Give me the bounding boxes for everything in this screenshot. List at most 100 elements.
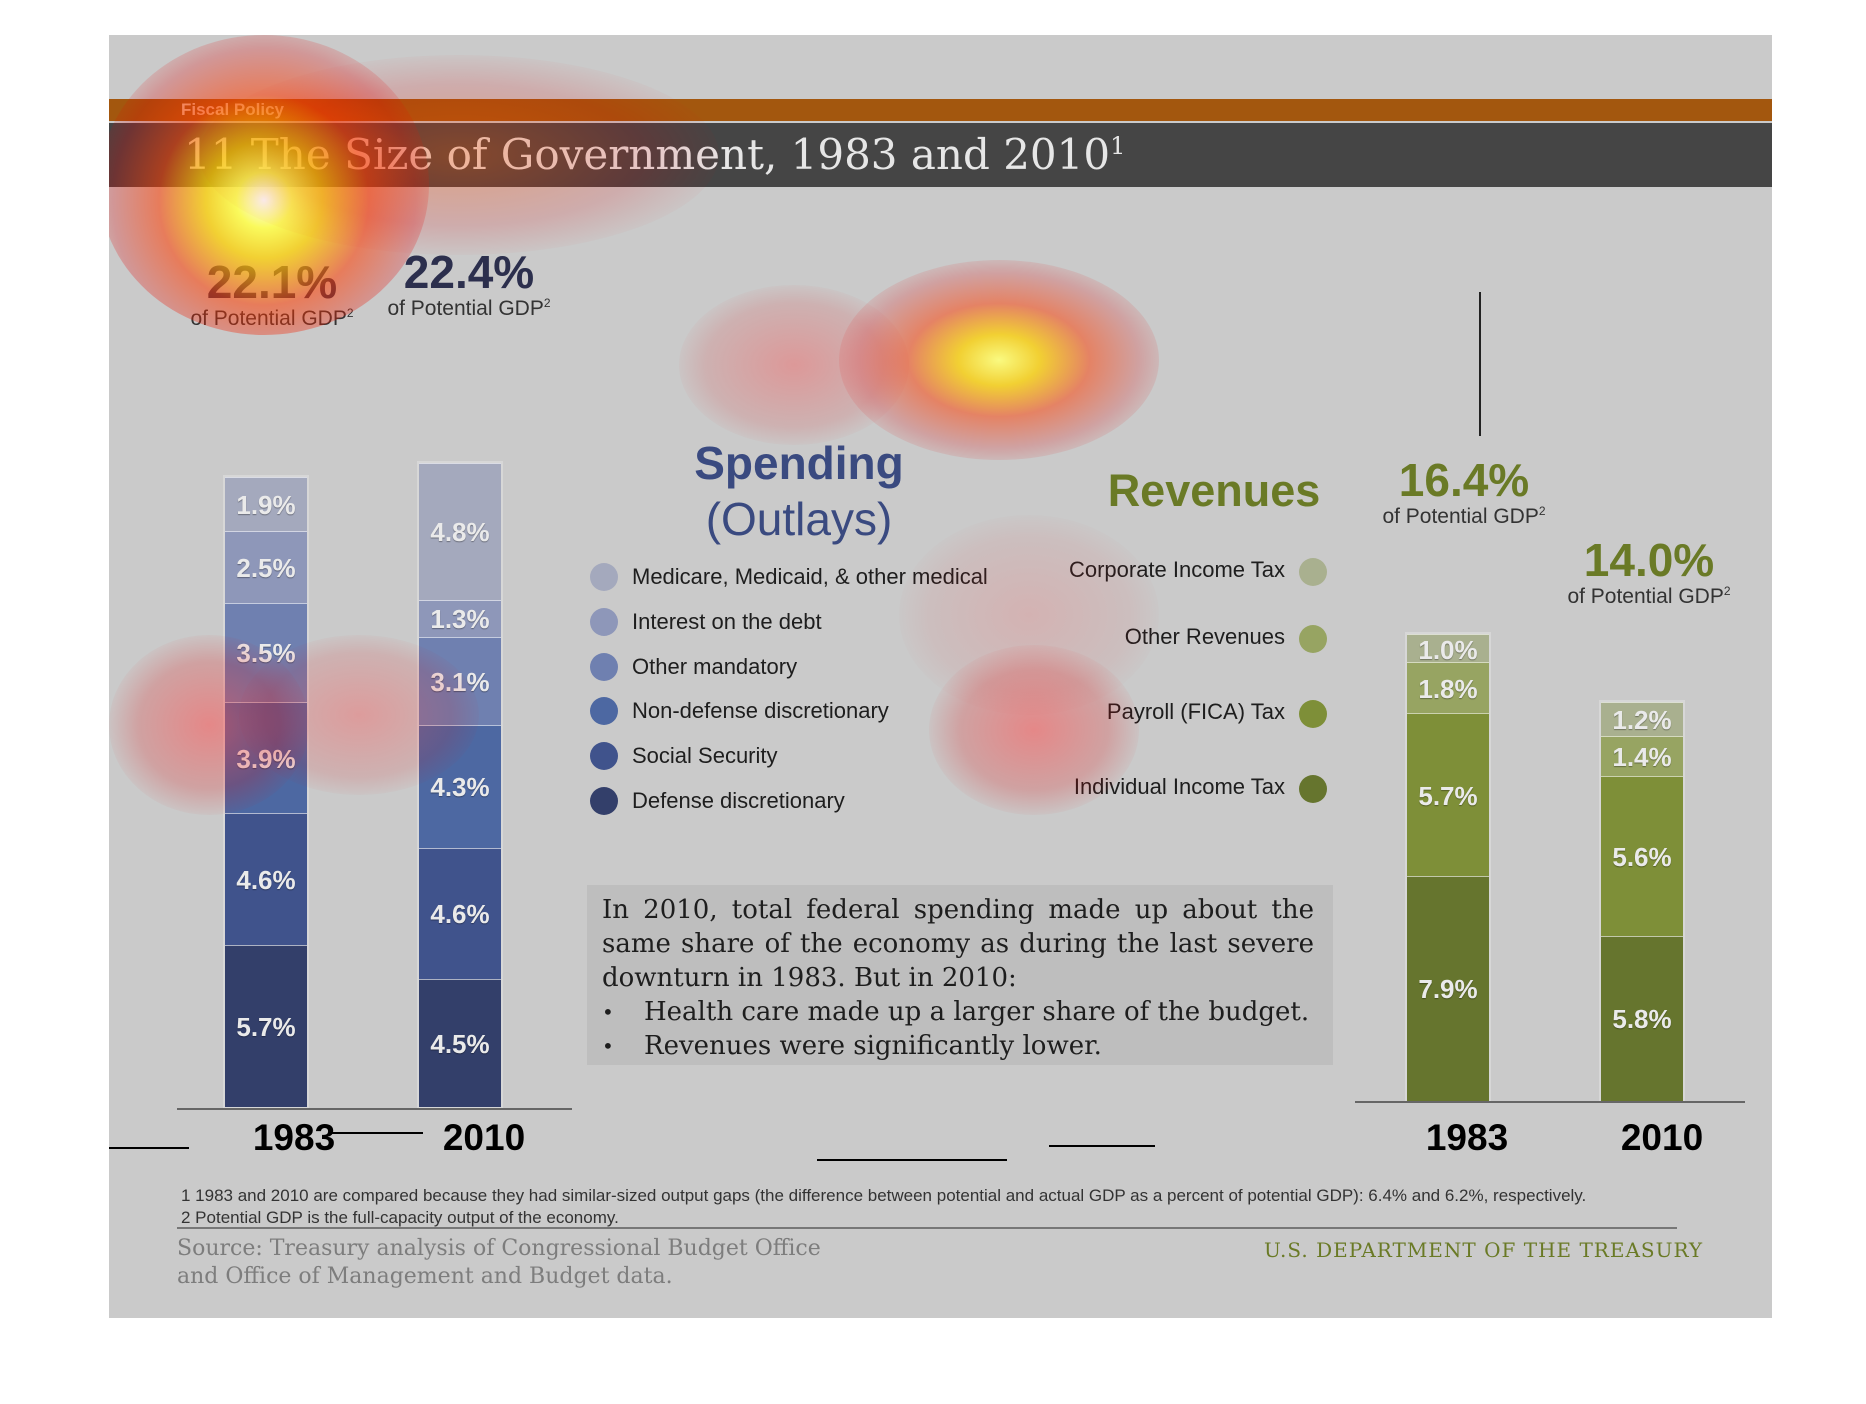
legend-label: Medicare, Medicaid, & other medical <box>632 564 988 589</box>
revenue-title: Revenues <box>1107 465 1321 516</box>
spending-bar-2010-segment: 4.5% <box>419 978 501 1107</box>
spending-bar-1983-label: 5.7% <box>236 1011 296 1042</box>
title-footnote-marker: 1 <box>1110 132 1126 160</box>
spending-bar-1983-segment: 4.6% <box>225 813 307 945</box>
spending-legend-item: Interest on the debt <box>587 607 1007 637</box>
spending-title: Spending (Outlays) <box>639 435 959 547</box>
spending-bar-2010-label: 3.1% <box>430 666 490 697</box>
summary-note-bullet: Revenues were significantly lower. <box>602 1029 1314 1063</box>
agency-name: U.S. DEPARTMENT OF THE TREASURY <box>1264 1238 1704 1262</box>
spending-legend-item: Social Security <box>587 741 1007 771</box>
revenue-legend-item: Corporate Income Tax <box>959 555 1339 586</box>
revenue-legend-item: Payroll (FICA) Tax <box>959 697 1339 728</box>
spending-bar-2010-segment: 3.1% <box>419 636 501 726</box>
spending-title-line1: Spending <box>694 437 904 489</box>
gdp-footnote-marker: 2 <box>543 296 551 310</box>
spending-bar-2010-label: 4.3% <box>430 772 490 803</box>
spending-year-2010: 2010 <box>442 1117 526 1158</box>
revenue-bar-2010-label: 1.4% <box>1612 742 1672 773</box>
stacked-bars: 5.7% 4.6% 3.9% 3.5% 2.5% 1.9% 4.5% 4.6% 4.3% 3.1%… <box>109 35 1772 1318</box>
summary-note-text: In 2010, total federal spending made up … <box>602 893 1314 1063</box>
revenue-total-2010-value: 14.0% <box>1583 534 1715 586</box>
legend-swatch <box>590 607 618 636</box>
spending-bar-2010-label: 4.8% <box>430 517 490 548</box>
legend-swatch <box>590 697 618 726</box>
revenue-total-2010-label: of Potential GDP2 <box>1549 585 1749 609</box>
revenue-total-1983-label: of Potential GDP2 <box>1364 505 1564 529</box>
spending-bar-2010-segment: 4.3% <box>419 725 501 848</box>
source-line-2: and Office of Management and Budget data… <box>177 1264 673 1289</box>
revenue-bar-2010-label: 5.6% <box>1612 841 1672 872</box>
spending-bar-2010-label: 4.6% <box>430 899 490 930</box>
revenue-bar-1983-label: 1.0% <box>1418 634 1478 665</box>
revenue-bar-1983-outline <box>1407 634 1489 1101</box>
revenue-bar-1983-segment: 7.9% <box>1407 875 1489 1101</box>
spending-title-line2: (Outlays) <box>705 493 893 545</box>
spending-bar-1983-segment: 5.7% <box>225 944 307 1107</box>
spending-legend-item: Non-defense discretionary <box>587 696 1007 726</box>
revenue-bar-2010-segment: 5.6% <box>1601 776 1683 936</box>
revenue-total-1983: 16.4% of Potential GDP2 <box>1364 455 1564 529</box>
footnote-1: 1 1983 and 2010 are compared because the… <box>181 1186 1587 1205</box>
spending-legend-item: Medicare, Medicaid, & other medical <box>587 562 1007 592</box>
revenue-total-1983-value: 16.4% <box>1398 454 1530 506</box>
summary-note-bullets: Health care made up a larger share of th… <box>602 995 1314 1063</box>
spending-bar-1983-label: 1.9% <box>236 490 296 521</box>
spending-bar-2010-outline <box>419 463 501 1107</box>
revenue-callout-line <box>1479 292 1481 436</box>
rule-mark <box>817 1159 1007 1161</box>
revenue-bar-1983-segment: 5.7% <box>1407 713 1489 876</box>
gdp-footnote-marker: 2 <box>1538 504 1546 518</box>
legend-label: Defense discretionary <box>632 788 845 813</box>
revenue-bar-2010-segment: 1.2% <box>1601 702 1683 737</box>
spending-bar-2010-label: 4.5% <box>430 1028 490 1059</box>
footnote-2: 2 Potential GDP is the full-capacity out… <box>181 1208 619 1227</box>
source-note: Source: Treasury analysis of Congression… <box>177 1235 821 1291</box>
rule-mark <box>1049 1145 1155 1147</box>
legend-swatch <box>590 563 618 591</box>
spending-bar-2010-segment: 4.8% <box>419 462 501 600</box>
revenue-bar-1983-label: 7.9% <box>1418 974 1478 1005</box>
revenue-bar-2010-label: 5.8% <box>1612 1004 1672 1035</box>
section-bar <box>109 99 1772 121</box>
summary-note-intro: In 2010, total federal spending made up … <box>602 895 1314 993</box>
revenue-x-axis <box>1355 1101 1745 1103</box>
spending-legend-item: Other mandatory <box>587 652 1007 682</box>
spending-bar-2010-segment: 1.3% <box>419 599 501 637</box>
summary-note-bullet: Health care made up a larger share of th… <box>602 995 1314 1029</box>
legend-label: Non-defense discretionary <box>632 698 889 724</box>
spending-x-axis <box>177 1108 572 1110</box>
spending-bar-2010-label: 1.3% <box>430 604 490 635</box>
revenue-bar-2010-segment: 5.8% <box>1601 935 1683 1101</box>
revenue-year-2010: 2010 <box>1620 1117 1704 1158</box>
source-line-1: Source: Treasury analysis of Congression… <box>177 1236 821 1261</box>
legend-swatch <box>1299 558 1327 586</box>
gdp-text: of Potential GDP <box>1567 585 1724 608</box>
revenue-year-1983: 1983 <box>1425 1117 1509 1158</box>
legend-label: Other mandatory <box>632 653 798 679</box>
spending-bar-1983-segment: 1.9% <box>225 477 307 532</box>
slide: Fiscal Policy 11 The Size of Government,… <box>109 35 1772 1318</box>
legend-swatch <box>1299 775 1327 803</box>
legend-swatch <box>590 652 618 681</box>
legend-label: Social Security <box>632 743 778 769</box>
footer-divider <box>177 1227 1677 1229</box>
gdp-footnote-marker: 2 <box>1723 584 1731 598</box>
legend-swatch <box>1299 700 1327 728</box>
revenue-legend-item: Other Revenues <box>959 622 1339 653</box>
legend-swatch <box>590 742 618 771</box>
rule-mark <box>329 1132 423 1134</box>
spending-bar-2010-segment: 4.6% <box>419 847 501 979</box>
spending-bar-1983-label: 2.5% <box>236 552 296 583</box>
legend-label: Other Revenues <box>1124 624 1285 649</box>
revenue-bar-1983-label: 5.7% <box>1418 780 1478 811</box>
legend-swatch <box>1299 625 1327 653</box>
spending-legend-item: Defense discretionary <box>587 786 1007 816</box>
spending-bar-1983-outline <box>225 477 307 1107</box>
legend-label: Corporate Income Tax <box>1068 557 1285 582</box>
revenue-bar-1983-segment: 1.8% <box>1407 662 1489 714</box>
revenue-bar-1983-label: 1.8% <box>1418 673 1478 704</box>
revenue-bar-2010-segment: 1.4% <box>1601 736 1683 777</box>
legend-swatch <box>590 787 618 815</box>
revenue-bar-2010-label: 1.2% <box>1612 705 1672 736</box>
